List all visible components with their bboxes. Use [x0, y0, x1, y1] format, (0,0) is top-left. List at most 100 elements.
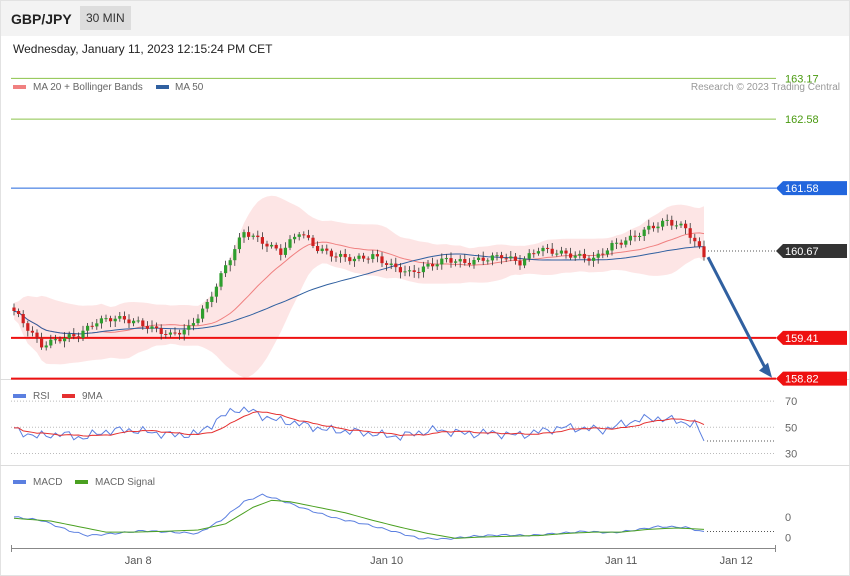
candle-body — [173, 332, 177, 334]
candle-body — [306, 235, 310, 238]
candle-body — [624, 240, 628, 245]
candle-body — [541, 247, 545, 252]
candle-body — [348, 257, 352, 262]
legend-label: MA 50 — [175, 82, 204, 93]
candle-body — [329, 250, 333, 257]
forecast-arrowhead — [759, 362, 772, 378]
candle-body — [628, 235, 632, 241]
candle-body — [265, 243, 269, 247]
candle-body — [431, 263, 435, 267]
symbol-title: GBP/JPY — [11, 11, 72, 27]
candle-body — [26, 323, 30, 331]
legend-swatch — [13, 394, 26, 398]
candle-body — [366, 258, 370, 260]
candle-body — [435, 264, 439, 267]
timestamp: Wednesday, January 11, 2023 12:15:24 PM … — [13, 42, 273, 56]
candle-body — [228, 260, 232, 266]
candle-body — [136, 320, 140, 322]
candle-body — [109, 318, 113, 322]
legend-swatch — [75, 480, 88, 484]
candle-body — [288, 239, 292, 248]
candle-body — [63, 338, 67, 342]
candle-body — [371, 254, 375, 260]
candle-body — [385, 263, 389, 265]
candle-body — [118, 316, 122, 319]
candle-body — [454, 261, 458, 263]
price-level-label: 163.17 — [785, 73, 819, 85]
candle-body — [362, 255, 366, 259]
candle-body — [214, 286, 218, 297]
legend-label: MA 20 + Bollinger Bands — [33, 82, 143, 93]
candle-body — [357, 255, 361, 259]
candle-body — [182, 329, 186, 335]
price-level-tag — [776, 181, 847, 196]
candle-body — [256, 235, 260, 238]
candle-body — [30, 330, 34, 333]
candle-body — [86, 325, 90, 331]
candle-body — [297, 234, 301, 237]
candle-body — [339, 253, 343, 257]
candle-body — [578, 253, 582, 256]
candle-body — [233, 249, 237, 261]
candle-body — [426, 263, 430, 267]
price-level-label: 159.41 — [785, 333, 819, 345]
candle-body — [449, 258, 453, 263]
candle-body — [334, 256, 338, 258]
candle-body — [421, 266, 425, 273]
candle-body — [380, 256, 384, 264]
price-level-tag — [776, 330, 847, 345]
candle-body — [224, 265, 228, 274]
candle-body — [283, 247, 287, 255]
candle-body — [592, 257, 596, 261]
candle-body — [237, 237, 241, 250]
candle-body — [49, 339, 53, 346]
candle-body — [260, 237, 264, 244]
candle-body — [642, 229, 646, 236]
candle-body — [463, 259, 467, 263]
candle-body — [495, 255, 499, 257]
candle-body — [251, 235, 255, 237]
rsi-line — [13, 406, 705, 442]
candle-body — [12, 307, 16, 311]
legend-label: MACD Signal — [95, 477, 155, 488]
legend-label: MACD — [33, 477, 62, 488]
candle-body — [81, 330, 85, 338]
candle-body — [536, 251, 540, 254]
candle-body — [67, 334, 71, 339]
candle-body — [647, 225, 651, 230]
candle-body — [389, 263, 393, 265]
candle-body — [518, 260, 522, 266]
candle-body — [693, 237, 697, 242]
price-level-label: 161.58 — [785, 183, 819, 195]
candle-body — [44, 345, 48, 348]
candle-body — [684, 223, 688, 229]
candle-body — [343, 253, 347, 258]
candle-body — [564, 250, 568, 254]
chart-header: GBP/JPY 30 MIN — [0, 0, 850, 36]
candle-body — [99, 318, 103, 324]
candle-body — [270, 244, 274, 247]
candle-body — [132, 320, 136, 324]
timeframe-button[interactable]: 30 MIN — [80, 6, 131, 30]
x-tick-label: Jan 12 — [720, 555, 753, 567]
candle-body — [145, 326, 149, 329]
candle-body — [582, 253, 586, 259]
candle-body — [444, 258, 448, 260]
legend-label: 9MA — [82, 391, 103, 402]
candle-body — [412, 270, 416, 272]
candle-body — [688, 228, 692, 238]
price-level-label: 162.58 — [785, 114, 819, 126]
candle-body — [320, 248, 324, 252]
candle-body — [191, 323, 195, 326]
rsi-tick-label: 50 — [785, 422, 797, 434]
candle-body — [187, 325, 191, 330]
candle-body — [477, 257, 481, 260]
candle-body — [72, 334, 76, 337]
candle-body — [417, 271, 421, 273]
candle-body — [546, 247, 550, 249]
candle-body — [638, 235, 642, 237]
credit-text: Research © 2023 Trading Central — [691, 82, 840, 93]
candle-body — [527, 253, 531, 259]
candle-body — [559, 250, 563, 254]
candle-body — [467, 262, 471, 265]
